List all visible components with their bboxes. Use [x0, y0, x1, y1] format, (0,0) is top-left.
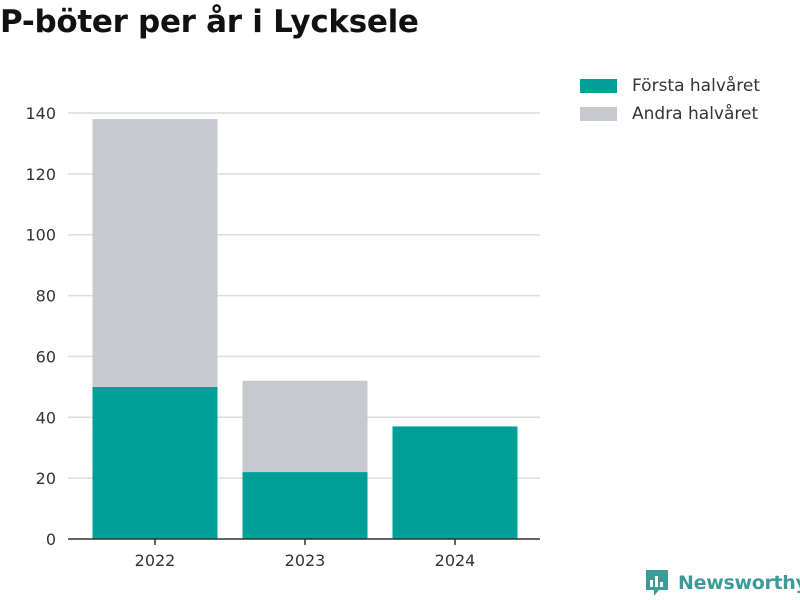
legend-swatch-first-half [580, 79, 617, 93]
y-tick-label: 60 [36, 347, 56, 366]
legend: Första halvåret Andra halvåret [580, 72, 760, 128]
legend-swatch-second-half [580, 107, 617, 121]
bar-first-half-2024[interactable] [392, 426, 518, 539]
y-tick-label: 0 [46, 530, 56, 549]
bar-first-half-2022[interactable] [92, 386, 218, 539]
y-tick-label: 20 [36, 469, 56, 488]
x-tick-label: 2023 [285, 551, 326, 570]
brand-logo[interactable]: Newsworthy [644, 568, 800, 598]
x-tick-label: 2022 [135, 551, 176, 570]
y-tick-label: 140 [25, 104, 56, 123]
y-tick-label: 40 [36, 408, 56, 427]
y-tick-label: 100 [25, 226, 56, 245]
y-tick-label: 120 [25, 165, 56, 184]
legend-label-second-half: Andra halvåret [632, 104, 759, 124]
bar-second-half-2023[interactable] [242, 380, 368, 473]
bars [92, 119, 518, 539]
legend-item-first-half[interactable]: Första halvåret [580, 72, 760, 100]
y-tick-label: 80 [36, 287, 56, 306]
bar-second-half-2022[interactable] [92, 119, 218, 387]
legend-item-second-half[interactable]: Andra halvåret [580, 100, 760, 128]
bar-chart-logo-icon [646, 570, 668, 596]
x-tick-label: 2024 [435, 551, 476, 570]
chart-title: P-böter per år i Lycksele [0, 4, 419, 40]
bar-first-half-2023[interactable] [242, 472, 368, 539]
legend-label-first-half: Första halvåret [632, 76, 761, 96]
brand-name: Newsworthy [678, 572, 800, 594]
axes: 0 20 40 60 80 100 120 140 2022 2023 2024 [25, 104, 540, 570]
